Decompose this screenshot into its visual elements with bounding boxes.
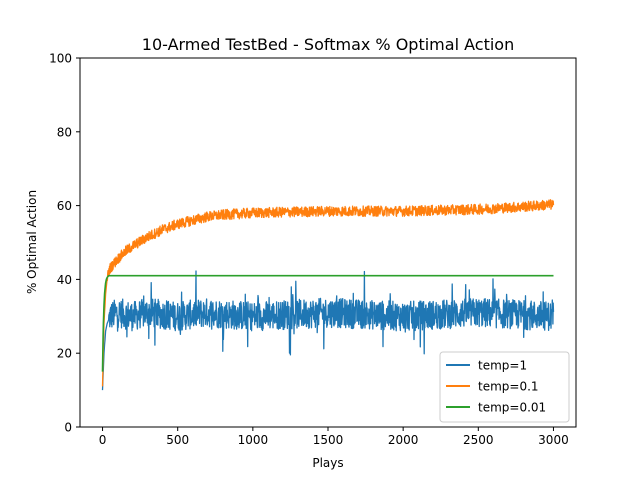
x-tick-label-5: 2500 xyxy=(463,433,494,447)
legend: temp=1 temp=0.1 temp=0.01 xyxy=(439,351,570,423)
series-line-temp-1 xyxy=(101,270,555,391)
x-axis-label: Plays xyxy=(312,456,343,470)
y-tick-label-2: 40 xyxy=(57,273,72,287)
series-layer xyxy=(101,199,555,391)
y-axis: 0 20 40 60 80 100 xyxy=(49,52,80,435)
legend-label-temp-0-1: temp=0.1 xyxy=(478,380,539,394)
y-tick-label-3: 60 xyxy=(57,199,72,213)
series-line-temp-0-1 xyxy=(101,199,555,387)
legend-label-temp-0-01: temp=0.01 xyxy=(478,401,546,415)
x-tick-label-4: 2000 xyxy=(388,433,419,447)
y-tick-label-4: 80 xyxy=(57,125,72,139)
x-axis: 0 500 1000 1500 2000 2500 3000 xyxy=(99,427,569,447)
series-line-temp-0-01 xyxy=(101,274,555,372)
x-tick-label-1: 500 xyxy=(166,433,189,447)
x-tick-label-3: 1500 xyxy=(313,433,344,447)
legend-label-temp-1: temp=1 xyxy=(478,359,527,373)
x-tick-label-6: 3000 xyxy=(538,433,569,447)
y-tick-label-0: 0 xyxy=(64,421,72,435)
y-tick-label-1: 20 xyxy=(57,347,72,361)
y-axis-label: % Optimal Action xyxy=(25,190,39,294)
y-tick-label-5: 100 xyxy=(49,52,72,66)
x-tick-label-2: 1000 xyxy=(238,433,269,447)
legend-box xyxy=(439,351,570,423)
x-tick-label-0: 0 xyxy=(99,433,107,447)
chart-title: 10-Armed TestBed - Softmax % Optimal Act… xyxy=(142,35,514,54)
